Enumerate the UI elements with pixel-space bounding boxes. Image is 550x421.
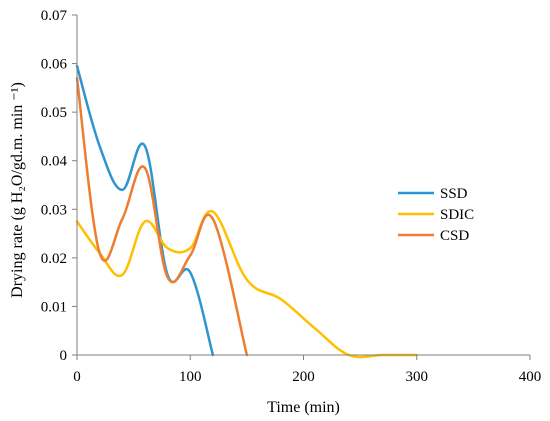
x-tick-label: 400 — [519, 369, 542, 385]
series-layer — [75, 64, 418, 359]
legend-label-sdic: SDIC — [440, 207, 474, 223]
x-axis-ticks: 0 100 200 300 400 — [73, 355, 541, 385]
x-tick-label: 100 — [179, 369, 202, 385]
x-tick-label: 300 — [406, 369, 429, 385]
legend-label-ssd: SSD — [440, 186, 468, 202]
legend: SSD SDIC CSD — [398, 186, 474, 244]
plot-area: 0 100 200 300 400 00.010.020.030.040.050.060… — [41, 8, 542, 385]
series-line-ssd — [75, 64, 215, 357]
y-tick-label: 0.07 — [41, 8, 68, 24]
y-tick-label: 0.01 — [41, 299, 67, 315]
y-tick-label: 0.04 — [41, 154, 68, 170]
series-line-csd — [75, 76, 249, 357]
x-tick-label: 0 — [73, 369, 81, 385]
legend-label-csd: CSD — [440, 228, 469, 244]
x-tick-label: 200 — [292, 369, 315, 385]
y-axis-ticks: 0 0.01 0.02 0.03 0.04 0.05 0.06 0.07 — [41, 8, 77, 364]
y-tick-label: 0.06 — [41, 57, 68, 73]
y-tick-label: 0.03 — [41, 202, 67, 218]
y-tick-label: 0.02 — [41, 251, 67, 267]
x-axis-title: Time (min) — [267, 399, 340, 416]
y-axis-title: Drying rate (g H₂O/gd.m. min ⁻¹) — [9, 82, 26, 298]
y-tick-label: 0.05 — [41, 105, 67, 121]
y-tick-label: 0 — [60, 348, 68, 364]
series-line-sdic — [75, 210, 418, 359]
